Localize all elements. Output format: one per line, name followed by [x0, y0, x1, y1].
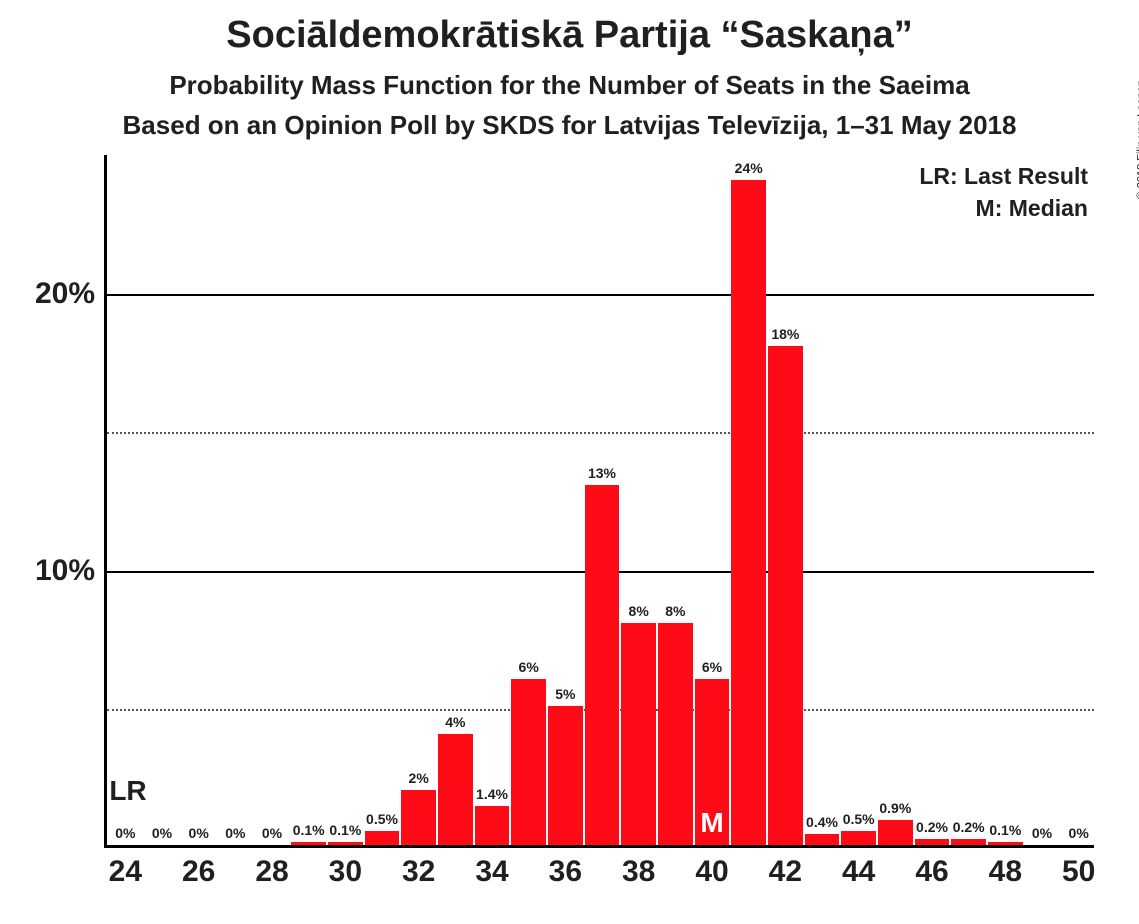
bar-value-label: 8% [651, 603, 700, 623]
x-axis-tick-label: 40 [695, 845, 728, 889]
bar-value-label: 13% [578, 465, 627, 485]
bar: 2% [401, 790, 436, 845]
legend-median: M: Median [976, 195, 1088, 222]
y-axis-tick-label: 10% [35, 554, 107, 588]
x-axis-tick-label: 28 [255, 845, 288, 889]
x-axis-tick-label: 48 [989, 845, 1022, 889]
chart-title: Sociāldemokrātiskā Partija “Saskaņa” [0, 14, 1139, 57]
plot-area: LR: Last Result M: Median LR 10%20%24262… [104, 155, 1094, 848]
legend-last-result: LR: Last Result [919, 163, 1088, 190]
median-marker: M [695, 807, 730, 839]
bar-value-label: 0% [1054, 825, 1103, 845]
x-axis-tick-label: 30 [329, 845, 362, 889]
bar-value-label: 6% [688, 659, 737, 679]
x-axis-tick-label: 24 [109, 845, 142, 889]
copyright-text: © 2018 Filip van Laenen [1135, 80, 1139, 199]
bar: 0.1% [291, 842, 326, 845]
x-axis-tick-label: 34 [475, 845, 508, 889]
pmf-chart: Sociāldemokrātiskā Partija “Saskaņa” Pro… [0, 0, 1139, 924]
x-axis-tick-label: 46 [915, 845, 948, 889]
bar-value-label: 0.5% [358, 811, 407, 831]
y-axis-tick-label: 20% [35, 277, 107, 311]
bar: 0.5% [841, 831, 876, 845]
bar: 24% [731, 180, 766, 845]
chart-subtitle-2: Based on an Opinion Poll by SKDS for Lat… [0, 110, 1139, 141]
x-axis-tick-label: 36 [549, 845, 582, 889]
chart-subtitle-1: Probability Mass Function for the Number… [0, 70, 1139, 101]
gridline-minor [107, 432, 1094, 434]
bar: 0.1% [328, 842, 363, 845]
bar-value-label: 0.9% [871, 800, 920, 820]
bar: 8% [658, 623, 693, 845]
bar-value-label: 1.4% [468, 786, 517, 806]
x-axis-tick-label: 38 [622, 845, 655, 889]
bar-value-label: 4% [431, 714, 480, 734]
bar-value-label: 18% [761, 326, 810, 346]
bar: 8% [621, 623, 656, 845]
bar: 18% [768, 346, 803, 845]
bar: 0.5% [365, 831, 400, 845]
bar: 5% [548, 706, 583, 845]
bar: 1.4% [475, 806, 510, 845]
bar-value-label: 6% [504, 659, 553, 679]
bar: 0.2% [915, 839, 950, 845]
x-axis-tick-label: 50 [1062, 845, 1095, 889]
last-result-marker: LR [109, 775, 146, 807]
bar-value-label: 24% [724, 160, 773, 180]
bar: 13% [585, 485, 620, 845]
bar: 6%M [695, 679, 730, 845]
x-axis-tick-label: 32 [402, 845, 435, 889]
bar-value-label: 5% [541, 686, 590, 706]
bar: 0.4% [805, 834, 840, 845]
gridline-major [107, 294, 1094, 296]
x-axis-tick-label: 26 [182, 845, 215, 889]
x-axis-tick-label: 42 [769, 845, 802, 889]
bar-value-label: 2% [394, 770, 443, 790]
x-axis-tick-label: 44 [842, 845, 875, 889]
